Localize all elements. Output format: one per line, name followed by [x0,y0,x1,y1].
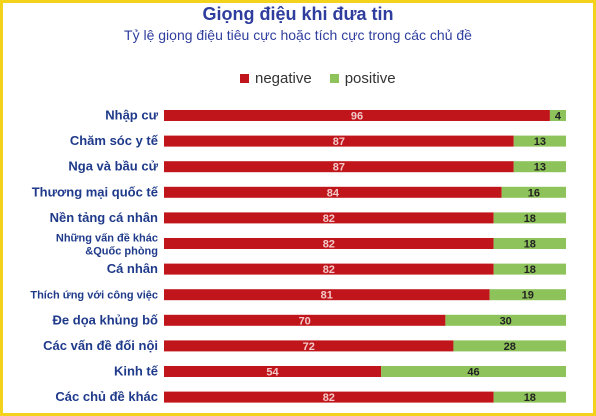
category-label: Cá nhân [107,261,158,276]
bar-negative [164,314,446,326]
data-label-negative: 87 [333,136,345,148]
category-label: Nga và bầu cử [68,159,158,174]
data-label-positive: 46 [467,367,479,379]
bar-positive [445,314,566,326]
bar-negative [164,212,494,224]
bar-negative [164,186,502,198]
data-label-positive: 16 [528,187,540,199]
bar-positive [453,340,566,352]
data-label-negative: 70 [299,315,311,327]
bar-negative [164,238,494,249]
data-label-positive: 19 [522,290,534,302]
bar-negative [164,340,454,352]
data-label-positive: 28 [504,341,516,353]
bar-negative [164,110,550,121]
bar-positive [549,110,566,121]
legend-item-negative: negative [240,70,312,87]
legend-item-positive: positive [329,69,396,87]
data-label-positive: 30 [500,315,512,327]
bar-positive [489,289,566,301]
category-label: Kinh tế [114,364,159,379]
category-label: Các vấn đề đối nội [43,338,158,353]
data-label-positive: 18 [524,213,536,225]
category-label: Những vấn đề khác &Quốc phòng [56,233,158,258]
bar-negative [164,391,494,403]
bar-negative [164,135,514,147]
legend-swatch-negative [240,73,249,83]
data-label-positive: 18 [524,264,536,276]
data-label-positive: 18 [524,392,536,404]
category-label: Các chủ đề khác [55,389,158,404]
bar-positive [513,161,566,173]
bar-negative [164,161,514,173]
data-label-negative: 87 [333,162,345,174]
data-label-positive: 13 [534,162,546,174]
data-label-negative: 82 [323,392,335,404]
bar-positive [493,263,566,275]
category-label: Thương mại quốc tế [32,184,159,199]
data-label-negative: 84 [327,187,340,199]
bar-positive [513,135,566,147]
category-label: Nền tảng cá nhân [50,210,158,225]
data-label-negative: 54 [266,367,279,379]
legend-swatch-positive [329,73,339,83]
bar-positive [501,186,566,198]
category-label: Chăm sóc y tế [70,133,159,148]
data-label-negative: 81 [321,290,333,302]
chart-subtitle: Tỷ lệ giọng điệu tiêu cực hoặc tích cực … [124,27,472,43]
category-label: Đe dọa khủng bố [53,312,159,327]
legend: negative positive [240,68,414,88]
chart-title: Giọng điệu khi đưa tin [202,4,394,24]
bar-positive [493,212,566,224]
legend-label-positive: positive [344,69,396,87]
bar-positive [493,238,566,249]
bar-positive [381,366,566,377]
bar-negative [164,289,490,301]
data-label-negative: 82 [323,264,335,276]
category-label: Thích ứng với công việc [30,290,158,302]
data-label-negative: 96 [351,111,363,123]
data-label-negative: 82 [323,213,335,225]
bar-negative [164,263,494,275]
bar-negative [164,366,382,377]
data-label-positive: 4 [555,111,562,123]
legend-label-negative: negative [255,69,312,87]
bar-positive [493,391,566,403]
data-label-positive: 13 [534,136,546,148]
data-label-positive: 18 [524,239,536,251]
data-label-negative: 82 [323,239,335,251]
data-label-negative: 72 [303,341,315,353]
category-label: Nhập cư [105,108,158,123]
